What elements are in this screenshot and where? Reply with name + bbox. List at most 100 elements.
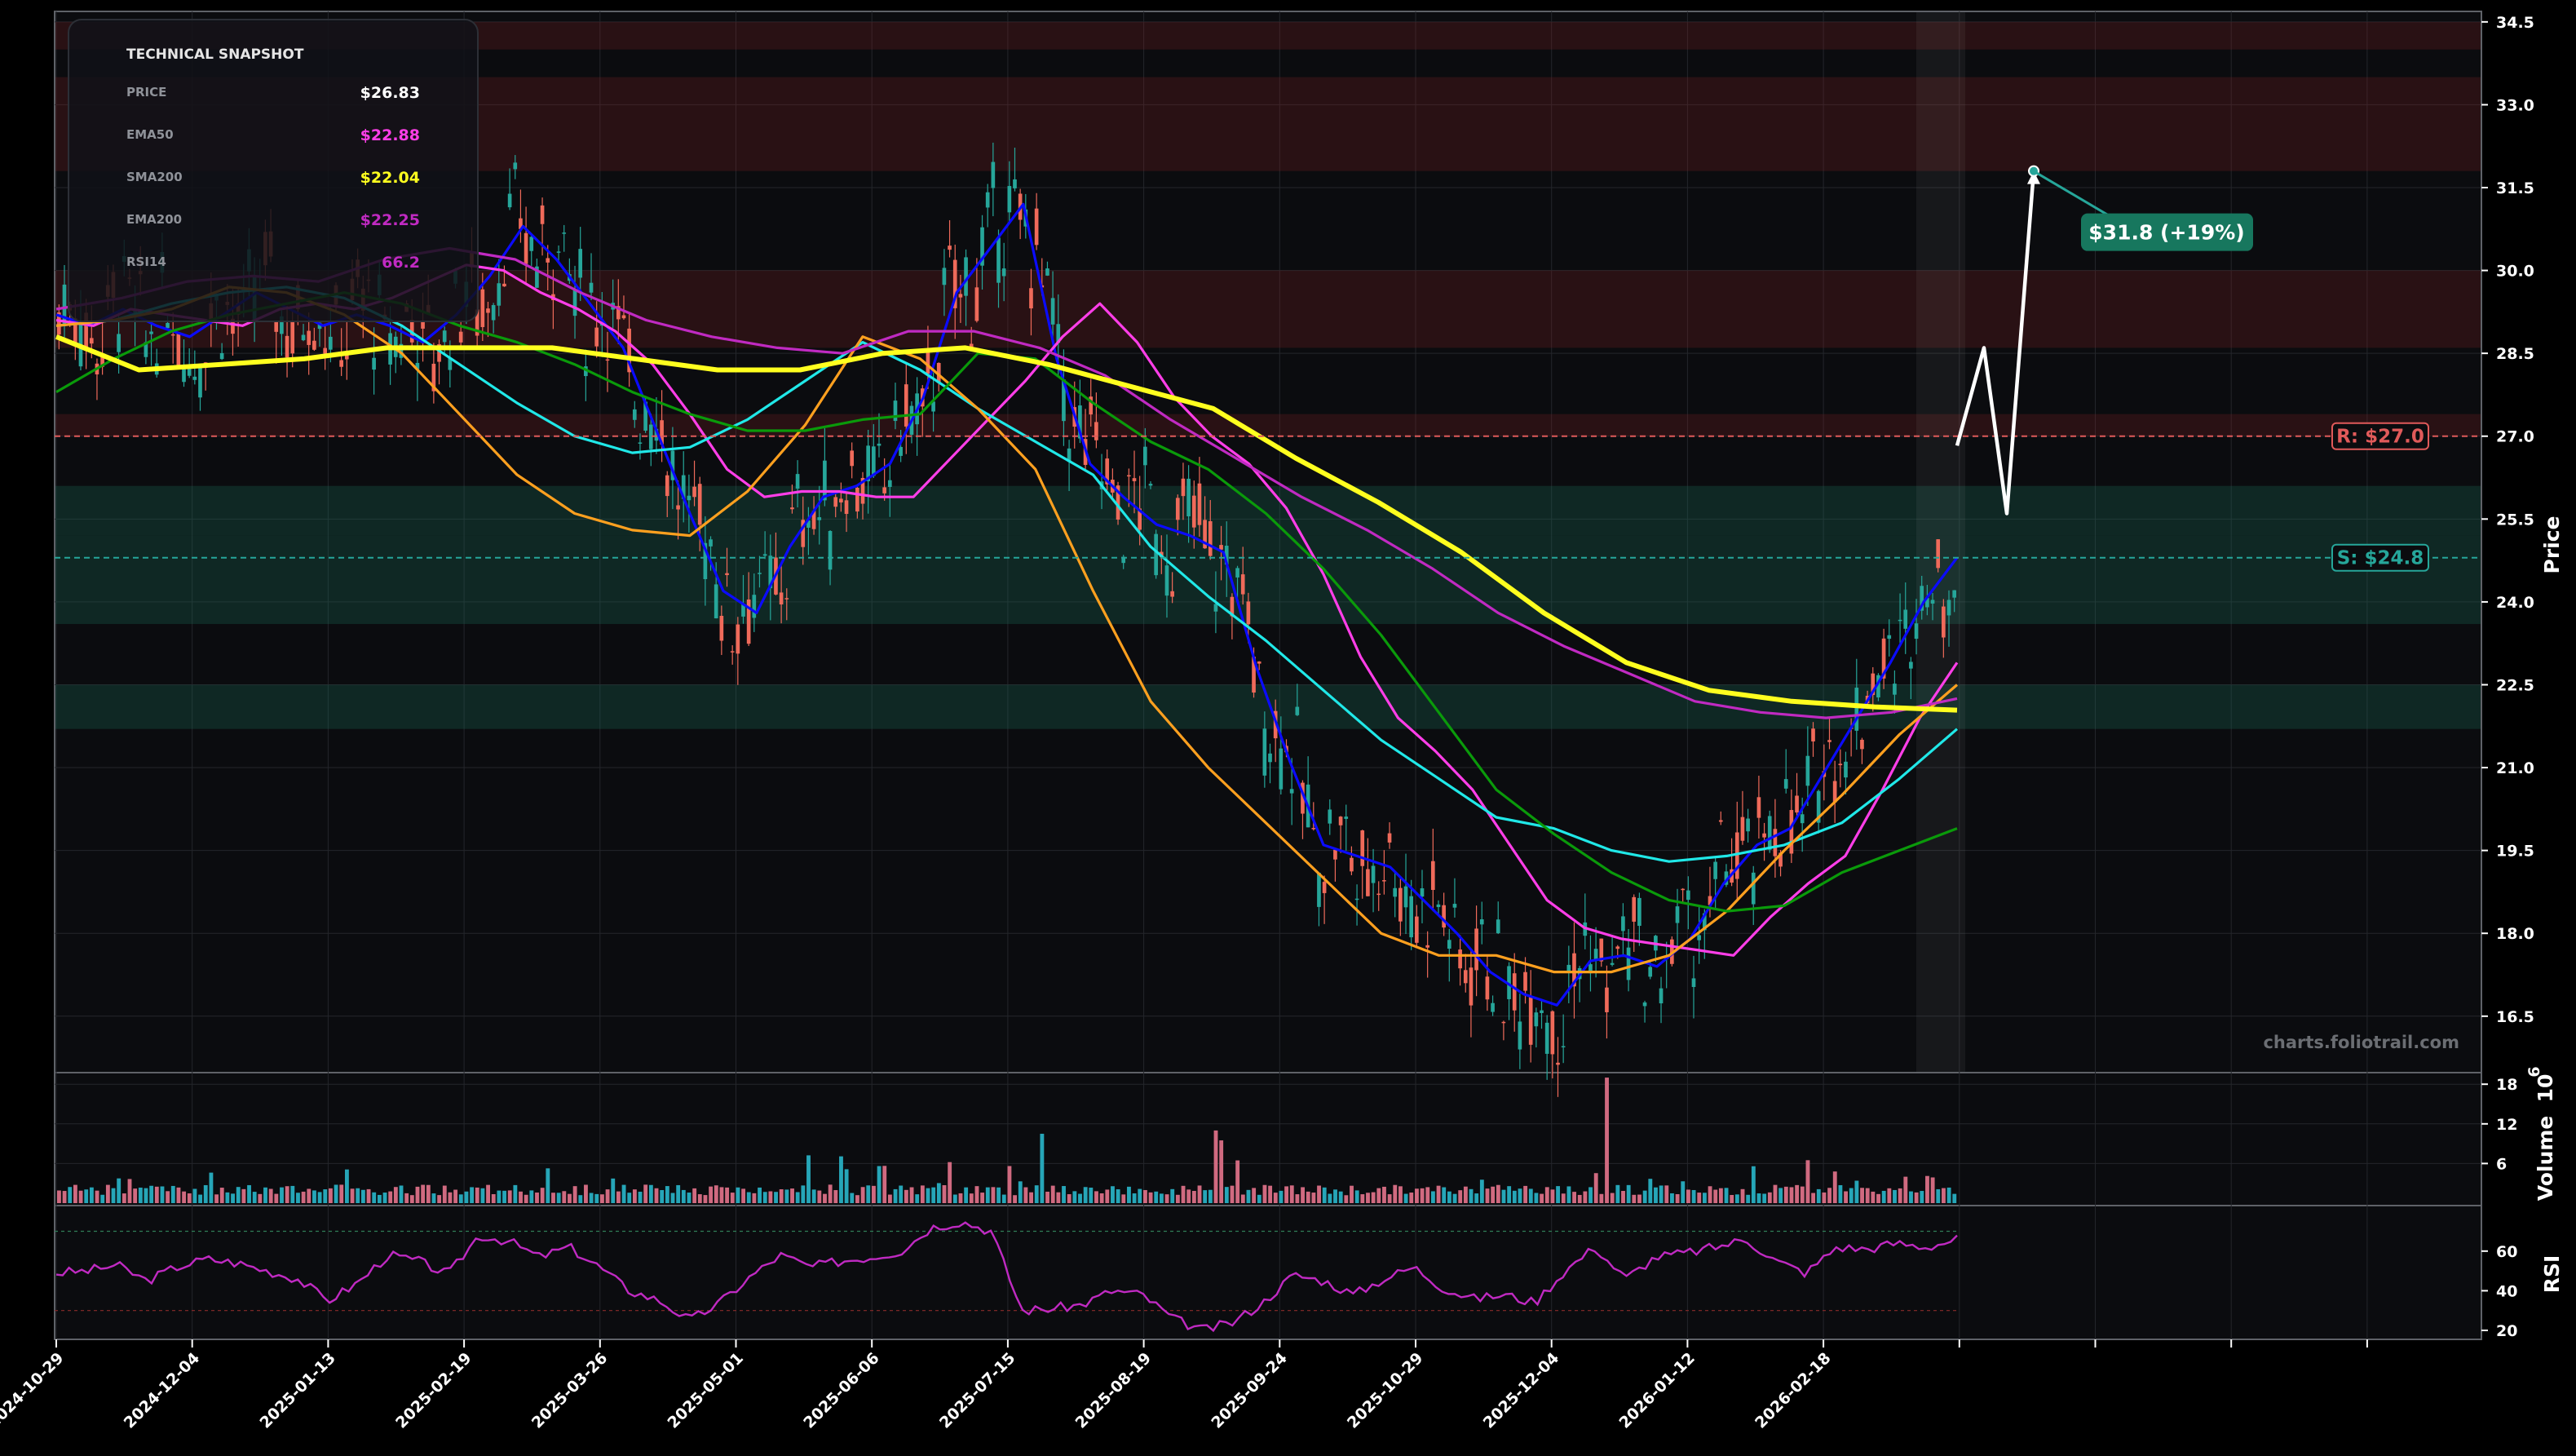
volume-bar [1860,1188,1864,1203]
candle-body [274,321,279,332]
volume-bar [464,1191,469,1203]
rsi-tick-label: 40 [2496,1282,2517,1300]
volume-bar [1001,1194,1006,1203]
volume-bar [964,1187,969,1203]
candle-body [1191,495,1196,528]
candle-body [149,331,153,334]
volume-bar [1463,1186,1468,1203]
candle-body [1544,1022,1549,1054]
candle-body [1268,753,1272,763]
candle-body [931,401,935,412]
volume-bar [1876,1193,1880,1203]
candle-body [1550,1011,1555,1055]
volume-bar [1724,1188,1729,1203]
price-tick-label: 34.5 [2496,14,2534,32]
candle-body [1301,782,1305,814]
volume-bar [1191,1191,1196,1203]
candle-body [1832,781,1837,803]
volume-bar [388,1191,393,1203]
candle-body [1920,586,1924,611]
volume-bar [182,1191,187,1203]
volume-bar [1186,1189,1191,1203]
candle-body [1756,797,1761,818]
volume-bar [980,1193,985,1203]
volume-panel [54,1072,2482,1206]
volume-bar [350,1188,355,1203]
snapshot-label-ema200: EMA200 [126,212,182,227]
volume-bar [437,1195,442,1203]
volume-bar [844,1169,849,1203]
candle-body [1702,913,1707,931]
price-levels: R: $27.0 S: $24.8 $31.8 (+19%) [55,165,2481,572]
volume-bar [1632,1194,1637,1203]
rsi-line-path [55,1221,1958,1333]
candle-body [1029,288,1033,309]
candle-body [1436,904,1441,908]
candle-body [1181,478,1186,497]
volume-bar [111,1188,116,1203]
price-tick-label: 19.5 [2496,843,2534,861]
volume-bar [122,1193,126,1203]
volume-bar [1556,1186,1561,1203]
volume-bar [697,1194,702,1203]
volume-bar [57,1190,61,1203]
volume-bar [1544,1187,1549,1203]
candle-body [415,362,420,370]
volume-bar [1523,1185,1528,1203]
volume-bar [160,1186,165,1203]
candle-body [56,312,61,335]
volume-bar [1762,1193,1767,1203]
candle-body [1213,604,1218,612]
volume-bar [1469,1188,1474,1203]
candle-body [1279,748,1284,790]
candle-body [117,334,121,352]
volume-bar [600,1194,604,1203]
support-zone [55,684,2481,729]
volume-bar [470,1187,475,1203]
volume-bar [1893,1189,1897,1203]
candle-body [519,218,523,229]
candle-body [1724,871,1729,885]
volume-bar [1246,1189,1251,1203]
candle-body [703,542,708,579]
volume-bar [1338,1191,1343,1203]
candle-body [697,484,702,525]
volume-bar [448,1192,453,1203]
candle-body [736,624,740,654]
volume-bar [78,1190,83,1203]
candle-body [372,357,376,370]
volume-bar [312,1190,316,1203]
candle-body [1132,478,1137,481]
volume-bar [1350,1185,1354,1203]
volume-bar [1452,1193,1457,1203]
candle-body [1593,949,1598,960]
volume-bar [1740,1188,1745,1203]
volume-bar [866,1185,871,1203]
candle-body [176,334,181,367]
candle-body [632,409,637,420]
volume-bar [95,1190,99,1203]
candle-body [323,347,328,354]
volume-bar [519,1191,523,1203]
candle-body [1420,888,1425,897]
candle-body [1479,919,1484,925]
volume-bar [719,1187,724,1203]
volume-bar [1773,1184,1778,1203]
candle-body [1328,809,1332,824]
volume-bar [1040,1133,1045,1203]
volume-bar [442,1185,447,1203]
volume-bar [730,1193,735,1203]
candle-body [182,367,186,383]
volume-bar [1844,1191,1848,1203]
candle-body [1838,763,1843,766]
candle-body [301,334,306,341]
candle-body [491,305,496,321]
volume-bar [258,1193,263,1203]
volume-bar [317,1192,322,1203]
volume-bar [1751,1166,1756,1203]
candle-body [480,289,485,327]
volume-tick-label: 12 [2496,1116,2517,1134]
candle-body [1289,789,1294,794]
volume-bar [1621,1191,1625,1203]
volume-bar [1257,1194,1261,1203]
